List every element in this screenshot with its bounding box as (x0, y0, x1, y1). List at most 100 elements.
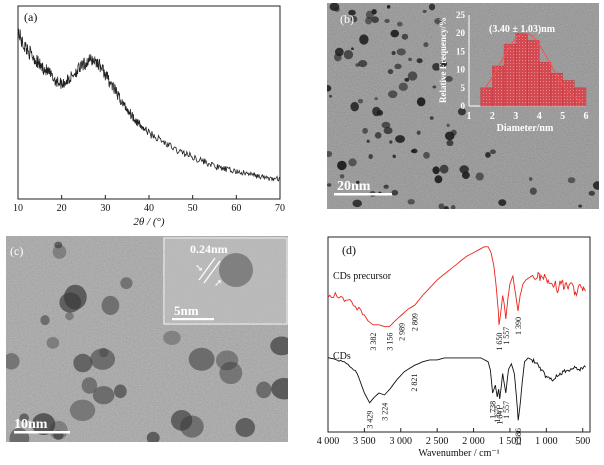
nanoparticle (423, 42, 429, 48)
nanoparticle (337, 160, 347, 171)
nanoparticle (329, 94, 333, 98)
hist-xlabel: Diameter/nm (497, 123, 554, 134)
histogram-inset: 1 2 3 4 5 6 0 5 10 15 20 25 (3.40 ± 1.03)nm Diamete… (438, 10, 589, 134)
legend-precursor: CDs precursor (333, 271, 392, 282)
hist-y-tick-label: 5 (461, 83, 466, 93)
hist-x-tick-label: 2 (490, 111, 495, 122)
hist-fit-curve (482, 32, 584, 103)
nanoparticle (374, 131, 382, 139)
nanoparticle (334, 7, 340, 13)
nanoparticle (388, 90, 398, 99)
nanoparticle (31, 413, 56, 436)
nanoparticle (69, 399, 96, 422)
ftir-tick-label: 4 000 (317, 436, 340, 447)
panel-c-label: (c) (10, 244, 23, 258)
hist-y-tick-label: 25 (456, 10, 466, 20)
nanoparticle (485, 152, 491, 158)
nanoparticle (188, 347, 215, 371)
nanoparticle (588, 190, 595, 196)
nanoparticle (54, 241, 63, 249)
xrd-tick-label: 30 (100, 203, 110, 214)
nanoparticle (365, 10, 374, 19)
nanoparticle (352, 199, 362, 208)
peak-annotation-precursor: 2 809 (411, 313, 420, 331)
nanoparticle (348, 158, 357, 167)
hist-y-tick-label: 15 (456, 46, 466, 56)
nanoparticle (451, 205, 456, 209)
hist-x-tick-label: 6 (584, 111, 589, 122)
nanoparticle (357, 98, 364, 104)
nanoparticle (444, 131, 455, 141)
xrd-tick-label: 70 (275, 203, 285, 214)
nanoparticle (592, 181, 599, 190)
nanoparticle (404, 77, 410, 82)
nanoparticle (457, 107, 466, 116)
nanoparticle (40, 315, 50, 326)
peak-annotation-precursor: 1 650 (495, 333, 504, 351)
nanoparticle (407, 71, 418, 81)
nanoparticle (101, 295, 120, 316)
nanoparticle (334, 53, 342, 62)
nanoparticle (434, 175, 443, 184)
nanoparticle (398, 82, 408, 91)
nanoparticle (19, 413, 29, 423)
peak-annotation-cds: 1 386 (514, 428, 523, 446)
nanoparticle (355, 180, 360, 185)
peak-annotation-precursor: 3 382 (369, 333, 378, 351)
inset-scale-bar-label: 5nm (174, 303, 199, 318)
panel-a-xlabel: 2θ / (°) (133, 216, 165, 228)
nanoparticle (578, 204, 583, 208)
xrd-curve (17, 28, 281, 182)
nanoparticle (90, 348, 116, 370)
hist-bar (574, 87, 587, 107)
peak-annotation-cds: 3 224 (381, 403, 390, 421)
nanoparticle (52, 244, 67, 259)
nanoparticle (327, 183, 332, 187)
nanoparticle (114, 384, 127, 399)
peak-annotation-cds: 1 641 (496, 407, 505, 425)
legend-cds: CDs (333, 351, 351, 362)
panel-a-frame (17, 5, 281, 200)
nanoparticle (374, 97, 378, 101)
lattice-particle (219, 253, 253, 287)
ftir-tick-label: 1 000 (535, 436, 558, 447)
nanoparticle (216, 350, 239, 371)
ftir-tick-label: 3 000 (390, 436, 413, 447)
lattice-line-1 (198, 257, 216, 281)
xrd-tick-label: 10 (13, 203, 23, 214)
panel-a: (a) 10 20 30 40 50 60 70 2θ / (°) (13, 5, 285, 228)
lattice-spacing-label: 0.24nm (190, 242, 228, 256)
peak-annotation-cds: 2 821 (410, 374, 419, 392)
hist-bar (562, 80, 575, 107)
nanoparticle (371, 16, 379, 24)
ftir-tick-label: 2 500 (426, 436, 449, 447)
nanoparticle (446, 139, 454, 147)
nanoparticle (219, 361, 243, 385)
hist-ylabel: Relative Frequency/% (438, 17, 448, 103)
peak-annotation-precursor: 1 390 (514, 317, 523, 335)
nanoparticle (429, 116, 434, 120)
ftir-tick-label: 2 000 (462, 436, 485, 447)
panel-d-label: (d) (342, 243, 356, 257)
nanoparticle (6, 353, 20, 370)
nanoparticle (49, 420, 68, 440)
nanoparticle (416, 130, 421, 135)
nanoparticle (438, 203, 445, 209)
scale-bar-c (14, 431, 70, 434)
panel-b-label: (b) (340, 12, 354, 26)
nanoparticle (396, 21, 403, 27)
nanoparticle (432, 85, 437, 89)
nanoparticle (411, 148, 418, 154)
nanoparticle (529, 187, 537, 195)
peak-annotation-precursor: 1 557 (502, 327, 511, 345)
nanoparticle (489, 149, 497, 155)
nanoparticle (396, 48, 406, 56)
peak-annotation-cds: 3 429 (366, 411, 375, 429)
hist-bar (515, 32, 528, 107)
nanoparticle (498, 199, 507, 206)
nanoparticle (391, 51, 396, 56)
nanoparticle (440, 60, 447, 67)
nanoparticle (359, 34, 369, 45)
nanoparticle (366, 139, 370, 144)
